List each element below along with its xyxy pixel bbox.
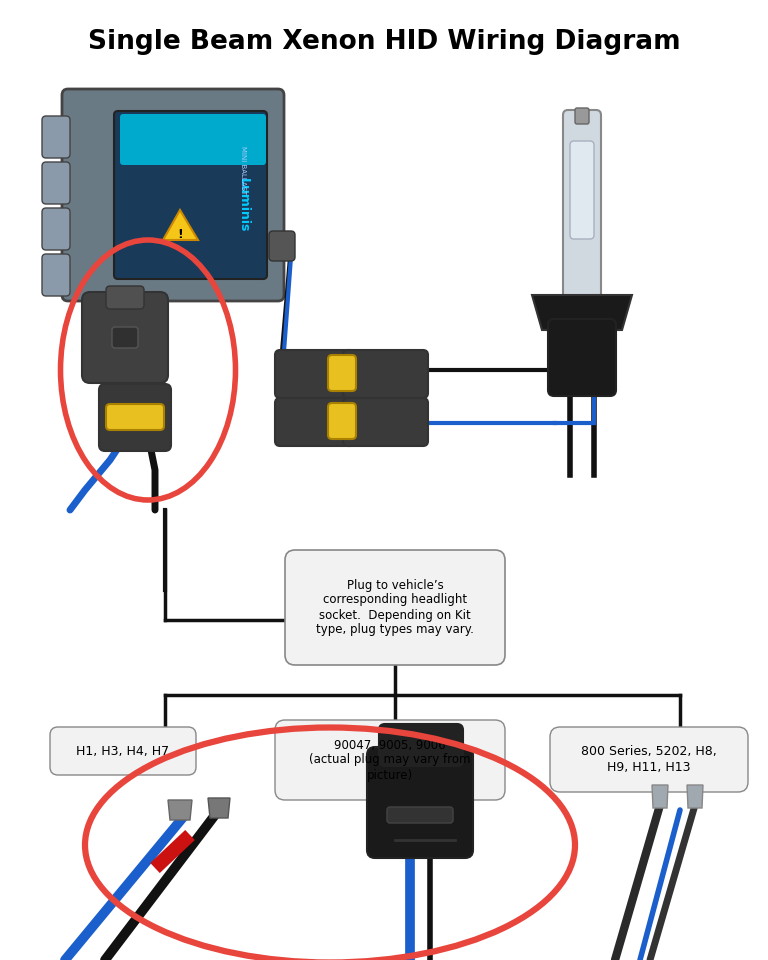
FancyBboxPatch shape (563, 110, 601, 305)
Polygon shape (208, 798, 230, 818)
FancyBboxPatch shape (575, 108, 589, 124)
Text: Plug to vehicle’s
corresponding headlight
socket.  Depending on Kit
type, plug t: Plug to vehicle’s corresponding headligh… (316, 579, 474, 636)
FancyBboxPatch shape (106, 286, 144, 309)
Text: Luminis: Luminis (237, 178, 250, 232)
FancyBboxPatch shape (42, 208, 70, 250)
FancyBboxPatch shape (550, 727, 748, 792)
FancyBboxPatch shape (387, 807, 453, 823)
FancyBboxPatch shape (548, 319, 616, 396)
Polygon shape (652, 785, 668, 808)
Text: !: ! (177, 228, 183, 242)
FancyBboxPatch shape (367, 747, 473, 858)
FancyBboxPatch shape (120, 114, 266, 165)
FancyBboxPatch shape (379, 724, 463, 766)
FancyBboxPatch shape (343, 398, 428, 446)
FancyBboxPatch shape (328, 403, 356, 439)
Text: 90047, 9005, 9006
(actual plug may vary from
picture): 90047, 9005, 9006 (actual plug may vary … (310, 738, 471, 781)
FancyBboxPatch shape (275, 720, 505, 800)
FancyBboxPatch shape (99, 384, 171, 451)
FancyBboxPatch shape (328, 355, 356, 391)
Polygon shape (687, 785, 703, 808)
FancyBboxPatch shape (42, 162, 70, 204)
Text: MINI BALLAST: MINI BALLAST (240, 146, 246, 194)
FancyBboxPatch shape (570, 141, 594, 239)
FancyBboxPatch shape (285, 550, 505, 665)
Polygon shape (532, 295, 632, 330)
Text: H1, H3, H4, H7: H1, H3, H4, H7 (77, 745, 170, 757)
FancyBboxPatch shape (82, 292, 168, 383)
FancyBboxPatch shape (275, 398, 355, 446)
FancyBboxPatch shape (114, 111, 267, 279)
FancyBboxPatch shape (50, 727, 196, 775)
Polygon shape (168, 800, 192, 820)
FancyBboxPatch shape (275, 350, 355, 398)
FancyBboxPatch shape (106, 404, 164, 430)
Text: Single Beam Xenon HID Wiring Diagram: Single Beam Xenon HID Wiring Diagram (88, 29, 680, 55)
FancyBboxPatch shape (42, 254, 70, 296)
FancyBboxPatch shape (62, 89, 284, 301)
FancyBboxPatch shape (343, 350, 428, 398)
FancyBboxPatch shape (42, 116, 70, 158)
Text: 800 Series, 5202, H8,
H9, H11, H13: 800 Series, 5202, H8, H9, H11, H13 (581, 746, 717, 774)
Polygon shape (163, 210, 198, 240)
FancyBboxPatch shape (269, 231, 295, 261)
FancyBboxPatch shape (112, 327, 138, 348)
